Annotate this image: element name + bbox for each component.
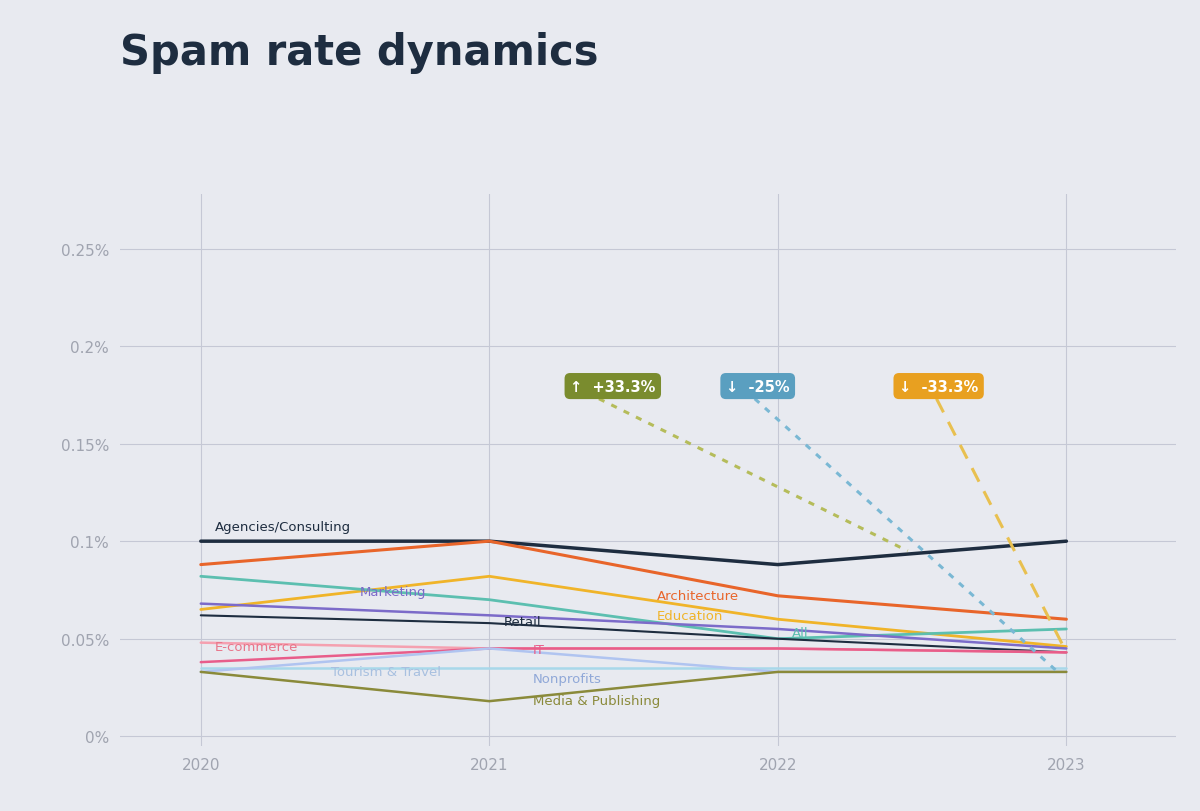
Text: E-commerce: E-commerce: [215, 640, 299, 653]
Text: All: All: [792, 627, 809, 640]
Text: ↓  -25%: ↓ -25%: [726, 379, 790, 394]
Text: Nonprofits: Nonprofits: [533, 672, 601, 684]
Text: Agencies/Consulting: Agencies/Consulting: [215, 521, 352, 534]
Text: ↓  -33.3%: ↓ -33.3%: [899, 379, 978, 394]
Text: Architecture: Architecture: [656, 590, 739, 603]
Text: Education: Education: [656, 609, 724, 622]
Text: Tourism & Travel: Tourism & Travel: [331, 666, 440, 679]
Text: Marketing: Marketing: [360, 586, 426, 599]
Text: ↑  +33.3%: ↑ +33.3%: [570, 379, 655, 394]
Text: IT: IT: [533, 643, 545, 656]
Text: Media & Publishing: Media & Publishing: [533, 694, 660, 707]
Text: Spam rate dynamics: Spam rate dynamics: [120, 32, 599, 75]
Text: Retail: Retail: [504, 615, 541, 628]
